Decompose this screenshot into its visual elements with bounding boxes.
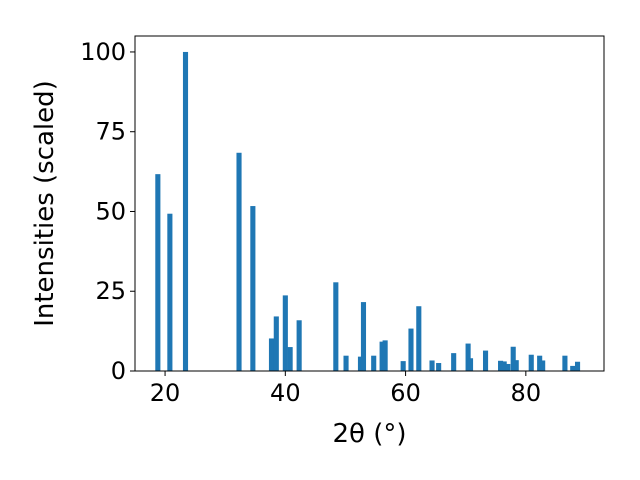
bar: [505, 363, 511, 371]
bar: [282, 295, 288, 371]
plot-frame: [134, 35, 605, 372]
bar: [570, 365, 576, 371]
bar: [333, 282, 339, 371]
bar: [343, 355, 349, 371]
bar: [382, 340, 388, 371]
y-axis-label: Intensities (scaled): [30, 80, 60, 327]
bar: [510, 346, 516, 371]
x-axis-label: 2θ (°): [332, 419, 406, 449]
bar: [482, 350, 489, 371]
bar: [537, 355, 543, 371]
bar: [250, 206, 256, 371]
bar: [436, 363, 442, 371]
bar: [236, 152, 242, 371]
bar: [451, 353, 457, 371]
bar: [513, 360, 519, 371]
bar: [360, 302, 367, 371]
bar: [268, 338, 275, 371]
bar: [182, 51, 189, 371]
bar: [562, 355, 568, 371]
x-tick-label: 20: [150, 379, 181, 407]
bar: [408, 328, 414, 371]
x-axis-ticks: 20 40 60 80: [150, 371, 541, 407]
bar: [465, 343, 471, 371]
y-tick-label: 75: [95, 118, 126, 146]
x-tick-label: 40: [270, 379, 301, 407]
bar: [501, 361, 507, 371]
bar: [357, 356, 364, 371]
x-tick-label: 80: [511, 379, 542, 407]
bar: [574, 361, 581, 371]
y-tick-label: 100: [80, 38, 126, 66]
bar: [167, 213, 173, 371]
bar: [296, 320, 302, 371]
bar: [429, 360, 435, 371]
bar: [498, 360, 504, 371]
bar: [155, 174, 161, 371]
bar: [540, 360, 546, 371]
y-axis-ticks: 0 25 50 75 100: [80, 38, 135, 385]
bar: [400, 361, 406, 371]
x-tick-label: 60: [390, 379, 421, 407]
y-tick-label: 50: [95, 197, 126, 225]
bar: [273, 316, 279, 371]
bar: [416, 306, 422, 371]
y-tick-label: 0: [111, 357, 126, 385]
bar: [528, 354, 534, 371]
y-tick-label: 25: [95, 277, 126, 305]
bar: [379, 341, 385, 371]
bar: [371, 355, 377, 371]
bar: [467, 358, 474, 371]
bar: [287, 347, 293, 371]
bars-group: [155, 51, 581, 371]
